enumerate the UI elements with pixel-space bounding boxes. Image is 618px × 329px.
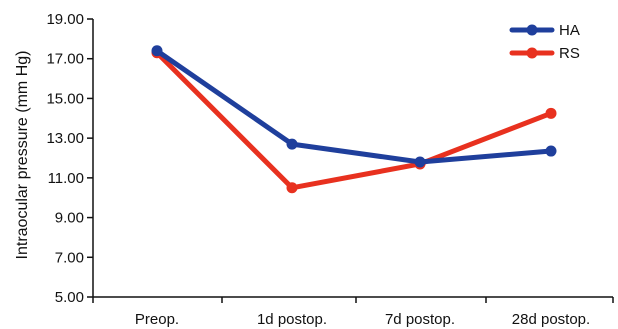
- legend-label: RS: [559, 45, 580, 62]
- x-tick-label: Preop.: [135, 311, 179, 328]
- x-axis: Preop. 1d postop. 7d postop. 28d postop.: [92, 296, 614, 328]
- data-point-rs-1: [286, 182, 298, 194]
- legend-marker: [526, 47, 538, 59]
- y-axis-title: Intraocular pressure (mm Hg): [14, 51, 31, 260]
- series-line-ha: [154, 48, 554, 165]
- y-tick-label: 17.00: [46, 51, 84, 68]
- data-point-ha-0: [151, 45, 163, 57]
- legend-marker: [526, 24, 538, 36]
- data-point-ha-1: [286, 138, 298, 150]
- y-tick-label: 5.00: [55, 289, 84, 306]
- y-tick-label: 11.00: [48, 170, 84, 187]
- legend-label: HA: [559, 22, 580, 39]
- data-point-ha-3: [545, 145, 557, 157]
- y-tick-label: 15.00: [46, 90, 84, 107]
- legend-item-rs: RS: [509, 45, 580, 62]
- x-tick-label: 1d postop.: [257, 311, 327, 328]
- data-point-ha-2: [414, 156, 426, 168]
- y-tick-label: 7.00: [55, 249, 84, 266]
- y-axis: 5.00 7.00 9.00 11.00 13.00 15.00 17.00 19.00: [46, 11, 94, 306]
- series-ha: [151, 45, 557, 168]
- legend-item-ha: HA: [509, 22, 580, 39]
- y-tick-label: 9.00: [55, 210, 84, 227]
- y-tick-label: 19.00: [46, 11, 84, 28]
- x-tick-label: 28d postop.: [512, 311, 590, 328]
- series-line-rs: [154, 50, 554, 191]
- x-tick-label: 7d postop.: [385, 311, 455, 328]
- data-point-rs-3: [545, 107, 557, 119]
- series-rs: [151, 47, 557, 194]
- y-tick-label: 13.00: [46, 130, 84, 147]
- series-layer: [151, 45, 557, 194]
- legend: HA RS: [509, 22, 580, 62]
